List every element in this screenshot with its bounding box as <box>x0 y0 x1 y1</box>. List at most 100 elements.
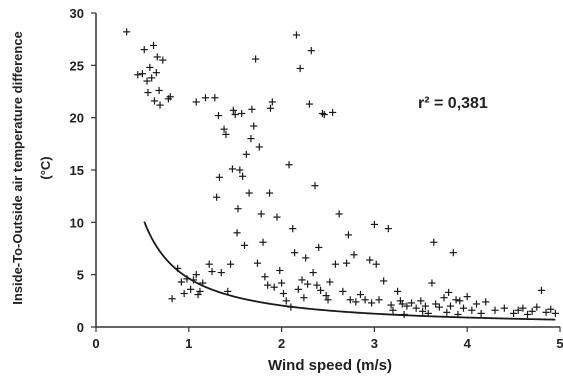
data-point <box>192 271 200 279</box>
axes: 0 1 2 3 4 5 0 5 10 15 20 25 30 <box>70 6 563 351</box>
data-point <box>289 225 297 233</box>
data-point <box>307 47 315 55</box>
y-tick-label: 20 <box>70 111 84 126</box>
r-squared-annotation: r² = 0,381 <box>418 95 488 112</box>
data-point <box>253 259 262 267</box>
data-point <box>180 289 188 298</box>
data-point <box>155 86 163 95</box>
data-point <box>313 281 321 289</box>
data-point <box>208 267 216 276</box>
data-point <box>282 297 290 305</box>
data-point <box>380 277 388 285</box>
data-point <box>239 172 247 180</box>
data-point <box>146 63 154 72</box>
data-point <box>375 296 383 304</box>
y-tick-label: 25 <box>70 58 84 73</box>
data-point <box>238 109 246 118</box>
data-point <box>229 106 237 114</box>
data-point <box>220 125 228 133</box>
data-point <box>446 302 455 310</box>
data-point <box>430 238 438 246</box>
data-point <box>156 101 164 109</box>
data-point <box>435 303 443 311</box>
data-point <box>177 278 185 286</box>
data-point <box>273 213 281 221</box>
data-point <box>449 249 457 257</box>
data-point <box>318 109 327 118</box>
data-point <box>303 280 312 288</box>
y-axis-title: Inside-To-Outside air temperature differ… <box>10 31 25 305</box>
data-point <box>537 286 546 294</box>
y-tick-label: 15 <box>70 163 84 178</box>
data-point <box>268 98 276 106</box>
data-point <box>213 193 221 201</box>
data-point <box>290 249 299 257</box>
data-point <box>257 210 265 218</box>
data-point <box>187 285 195 293</box>
data-point <box>265 189 274 197</box>
data-point <box>477 309 485 317</box>
x-tick-label: 4 <box>464 336 472 351</box>
data-point <box>245 189 253 197</box>
data-point <box>211 94 219 102</box>
data-point <box>153 53 161 61</box>
data-point <box>259 238 267 246</box>
data-point <box>412 304 420 312</box>
data-point <box>150 97 159 105</box>
x-tick-label: 5 <box>556 336 563 351</box>
data-point <box>250 122 258 130</box>
data-point <box>547 305 555 313</box>
data-point <box>551 309 559 317</box>
data-point <box>329 108 337 117</box>
data-point <box>270 283 278 291</box>
data-point <box>140 46 148 54</box>
data-point <box>247 135 255 143</box>
data-point <box>342 259 351 267</box>
data-point <box>384 225 392 233</box>
y-axis-unit: (°C) <box>38 156 53 179</box>
data-point <box>233 229 241 237</box>
data-point <box>168 295 176 303</box>
data-point <box>519 304 527 312</box>
data-point <box>285 161 293 169</box>
data-point <box>350 251 358 259</box>
data-point <box>445 288 453 297</box>
data-point <box>468 306 476 314</box>
data-point <box>240 241 249 249</box>
data-point <box>339 287 347 296</box>
data-point <box>298 276 306 284</box>
data-point <box>316 286 325 294</box>
data-point <box>152 69 160 77</box>
y-tick-label: 30 <box>70 6 84 21</box>
data-point <box>159 56 167 64</box>
data-point <box>123 28 131 36</box>
data-point <box>305 100 314 108</box>
data-point <box>372 260 380 268</box>
data-point <box>138 70 146 78</box>
data-point <box>456 297 464 305</box>
data-point <box>324 296 332 304</box>
data-point <box>403 302 411 310</box>
data-point <box>143 77 151 85</box>
data-point <box>276 266 284 275</box>
data-point <box>482 298 490 306</box>
data-point <box>510 309 518 317</box>
data-point <box>292 31 301 39</box>
data-point <box>215 173 224 181</box>
data-point <box>523 310 532 319</box>
data-point <box>463 293 471 301</box>
data-point <box>440 294 448 302</box>
y-tick-label: 5 <box>77 268 84 283</box>
labels: Wind speed (m/s) Inside-To-Outside air t… <box>10 31 488 374</box>
data-points <box>123 28 559 319</box>
data-point <box>278 279 286 287</box>
fit-curve <box>143 221 556 321</box>
data-point <box>302 254 310 262</box>
data-point <box>417 297 425 305</box>
data-point <box>236 166 244 174</box>
data-point <box>533 303 541 311</box>
y-tick-label: 10 <box>70 215 84 230</box>
data-point <box>149 41 158 50</box>
data-point <box>264 281 272 289</box>
data-point <box>491 306 499 314</box>
